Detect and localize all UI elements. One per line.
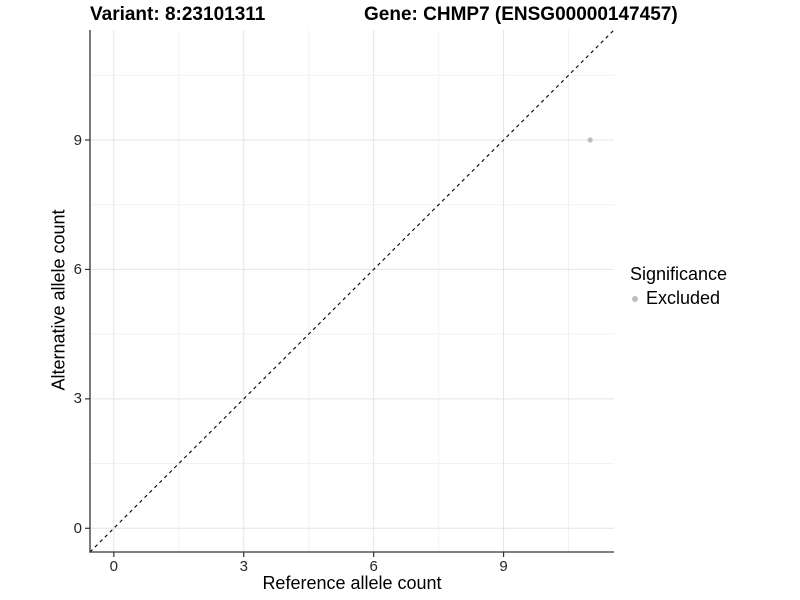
legend: Significance Excluded xyxy=(630,264,727,309)
y-tick-label: 0 xyxy=(73,519,82,537)
y-axis-label: Alternative allele count xyxy=(48,209,69,391)
y-tick-label: 6 xyxy=(73,260,82,278)
y-tick-label: 9 xyxy=(73,131,82,149)
plot-title-gene: Gene: CHMP7 (ENSG00000147457) xyxy=(364,4,678,25)
legend-item-excluded: Excluded xyxy=(630,288,727,309)
data-point xyxy=(587,137,593,143)
identity-line xyxy=(89,29,615,553)
x-axis-label: Reference allele count xyxy=(262,573,442,593)
x-tick-label: 9 xyxy=(499,558,508,575)
x-tick-label: 0 xyxy=(109,558,118,575)
x-tick-label: 6 xyxy=(369,558,378,575)
legend-title: Significance xyxy=(630,264,728,284)
legend-point-icon xyxy=(632,295,638,302)
legend-item-label: Excluded xyxy=(646,288,721,308)
plot-title-variant: Variant: 8:23101311 xyxy=(90,4,266,25)
y-tick-label: 3 xyxy=(73,390,82,408)
x-tick-label: 3 xyxy=(239,558,248,575)
